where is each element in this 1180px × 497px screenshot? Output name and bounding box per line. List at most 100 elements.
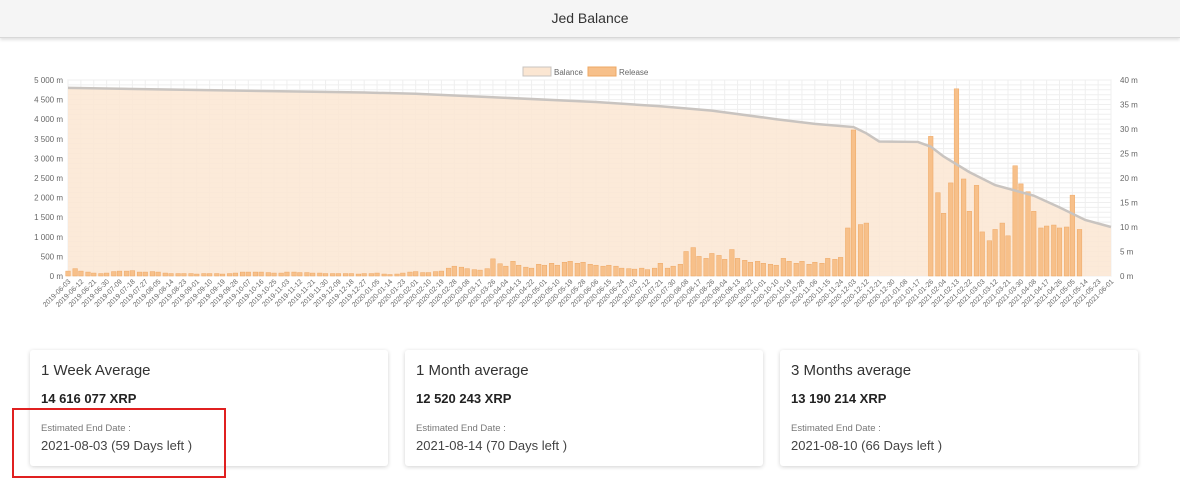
release-bar: [425, 272, 432, 277]
card-amount: 13 190 214 XRP: [791, 391, 887, 406]
release-bar: [291, 271, 297, 277]
card-end-label: Estimated End Date :: [41, 423, 131, 434]
release-bar: [986, 240, 992, 277]
card-end-value: 2021-08-03 (59 Days left ): [41, 438, 193, 453]
release-bar: [793, 263, 799, 277]
card-amount: 14 616 077 XRP: [41, 391, 137, 406]
release-bar: [446, 267, 452, 277]
release-bar: [626, 268, 632, 277]
release-bar: [497, 263, 503, 277]
release-bar: [742, 260, 748, 277]
release-bar: [838, 257, 844, 277]
release-bar: [799, 261, 805, 277]
y-left-tick-label: 4 000 m: [34, 115, 63, 124]
release-bar: [1056, 227, 1063, 277]
release-bar: [767, 263, 774, 277]
release-bar: [394, 273, 400, 277]
release-bar: [129, 270, 135, 277]
release-bar: [181, 273, 187, 277]
release-bar: [850, 129, 857, 277]
release-bar: [438, 270, 444, 277]
release-bar: [652, 267, 658, 277]
release-bar: [335, 273, 341, 277]
y-left-tick-label: 3 000 m: [34, 154, 63, 163]
release-bar: [613, 265, 619, 277]
release-bar: [606, 264, 612, 277]
release-bar: [845, 227, 851, 277]
release-bar: [755, 261, 761, 277]
card-end-label: Estimated End Date :: [416, 423, 506, 434]
y-right-tick-label: 20 m: [1120, 174, 1138, 183]
y-left-tick-label: 3 500 m: [34, 135, 63, 144]
release-bar: [464, 268, 470, 277]
card-title: 3 Months average: [791, 362, 912, 379]
release-bar: [516, 264, 522, 277]
release-bar: [992, 229, 998, 277]
release-bar: [413, 271, 419, 277]
release-bar: [374, 272, 380, 277]
release-bar: [304, 272, 310, 277]
release-bar: [644, 269, 650, 277]
release-bar: [979, 231, 985, 277]
release-bar: [832, 259, 838, 277]
release-bar: [330, 273, 336, 277]
y-right-tick-label: 0 m: [1120, 272, 1134, 281]
release-bar: [966, 211, 972, 277]
release-bar: [451, 265, 457, 277]
release-bar: [574, 263, 580, 277]
release-bar: [760, 263, 766, 277]
release-bar: [510, 261, 516, 277]
release-bar: [819, 263, 825, 277]
release-bar: [477, 269, 483, 277]
release-bar: [722, 259, 728, 277]
release-bar: [490, 258, 496, 277]
y-left-tick-label: 5 000 m: [34, 76, 63, 85]
release-bar: [188, 273, 194, 277]
release-bar: [683, 251, 689, 277]
y-left-tick-label: 2 000 m: [34, 194, 63, 203]
release-bar: [258, 271, 264, 277]
release-bar: [104, 272, 110, 277]
release-bar: [162, 272, 168, 277]
release-bar: [322, 273, 329, 277]
release-bar: [111, 271, 117, 277]
month-average-card: 1 Month average 12 520 243 XRP Estimated…: [405, 350, 763, 466]
release-bar: [343, 273, 349, 277]
release-bar: [709, 253, 715, 277]
release-bar: [227, 273, 233, 277]
release-bar: [252, 271, 258, 277]
release-bar: [812, 262, 818, 277]
y-right-tick-label: 10 m: [1120, 223, 1138, 232]
y-left-tick-label: 2 500 m: [34, 174, 63, 183]
release-bar: [523, 266, 529, 277]
release-bar: [536, 263, 542, 277]
release-bar: [85, 271, 91, 277]
release-bar: [201, 273, 207, 277]
release-bar: [928, 136, 934, 277]
release-bar: [168, 273, 174, 277]
release-bar: [265, 272, 271, 277]
release-bar: [381, 273, 387, 277]
release-bar: [716, 255, 722, 277]
release-bar: [825, 258, 831, 277]
release-bar: [935, 192, 941, 277]
release-bar: [941, 213, 947, 277]
balance-line: [67, 86, 1112, 229]
release-bar: [561, 262, 568, 277]
release-bar: [632, 268, 638, 277]
card-end-value: 2021-08-10 (66 Days left ): [791, 438, 943, 453]
release-bar: [657, 263, 663, 277]
card-title: 1 Week Average: [41, 362, 151, 379]
release-bar: [567, 261, 573, 277]
release-bar: [735, 258, 741, 277]
release-bar: [284, 271, 290, 277]
release-bar: [407, 271, 413, 277]
card-end-value: 2021-08-14 (70 Days left ): [416, 438, 568, 453]
release-bar: [503, 265, 509, 277]
release-bar: [214, 273, 220, 277]
release-bar: [1005, 235, 1011, 277]
release-bar: [863, 222, 869, 277]
release-bar: [271, 272, 277, 277]
release-bar: [1051, 224, 1057, 277]
release-bar: [1025, 191, 1031, 277]
